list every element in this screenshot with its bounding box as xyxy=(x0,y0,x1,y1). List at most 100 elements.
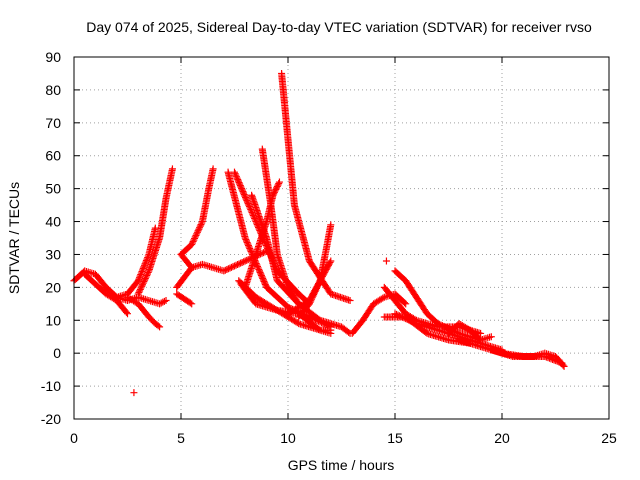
data-point-fill xyxy=(325,287,333,295)
data-point-fill xyxy=(168,167,176,175)
data-point-fill xyxy=(144,268,152,276)
data-point-fill xyxy=(231,170,239,178)
data-point-fill xyxy=(141,276,149,284)
data-point-fill xyxy=(237,183,245,191)
data-point-fill xyxy=(437,321,445,329)
data-point-fill xyxy=(558,360,566,368)
data-point-fill xyxy=(197,221,205,229)
data-point-fill xyxy=(137,271,145,279)
data-point-fill xyxy=(315,315,323,323)
data-point-fill xyxy=(162,196,170,204)
data-point-fill xyxy=(153,321,161,329)
data-point-fill xyxy=(143,310,151,318)
data-point-fill xyxy=(260,249,268,257)
data-point-fill xyxy=(141,275,149,283)
data-point-fill xyxy=(311,288,319,296)
data-point-fill xyxy=(198,219,206,227)
data-point-fill xyxy=(308,294,316,302)
data-point-fill xyxy=(238,186,246,194)
data-point-fill xyxy=(400,313,408,321)
data-point-fill xyxy=(140,278,148,286)
data-point-fill xyxy=(421,307,429,315)
data-point xyxy=(382,257,390,265)
y-tick-label: 10 xyxy=(45,312,61,328)
series-trace-17 xyxy=(258,145,303,308)
series-trace-9 xyxy=(177,165,217,258)
data-point-fill xyxy=(257,270,265,278)
data-point-fill xyxy=(251,252,259,260)
data-point-fill xyxy=(274,181,282,189)
data-point-fill xyxy=(246,244,254,252)
data-point-fill xyxy=(242,194,250,202)
data-point-fill xyxy=(244,200,252,208)
data-point-fill xyxy=(137,269,145,277)
data-point-fill xyxy=(292,318,300,326)
data-point-fill xyxy=(282,301,290,309)
data-point-fill xyxy=(223,265,231,273)
data-point-fill xyxy=(245,201,253,209)
data-point-fill xyxy=(389,294,397,302)
x-tick-label: 20 xyxy=(494,430,510,446)
data-point-fill xyxy=(138,267,146,275)
data-point-fill xyxy=(139,266,147,274)
data-point-fill xyxy=(139,279,147,287)
data-point xyxy=(134,290,142,298)
data-point-fill xyxy=(192,231,200,239)
data-point-fill xyxy=(254,264,262,272)
data-point-fill xyxy=(122,308,130,316)
data-point-fill xyxy=(438,322,446,330)
data-point-fill xyxy=(379,294,387,302)
y-axis-label: SDTVAR / TECUs xyxy=(6,182,22,294)
data-point-fill xyxy=(121,307,129,315)
series-trace-6 xyxy=(130,389,138,397)
axis-ticks xyxy=(73,56,610,420)
data-point-fill xyxy=(246,204,254,212)
data-point-fill xyxy=(232,171,240,179)
data-point-fill xyxy=(149,317,157,325)
data-point-fill xyxy=(159,298,167,306)
data-point-fill xyxy=(420,327,428,335)
y-tick-label: -20 xyxy=(41,411,61,427)
x-tick-label: 0 xyxy=(70,430,78,446)
data-point-fill xyxy=(144,252,152,260)
data-point-fill xyxy=(139,264,147,272)
data-point xyxy=(231,168,238,176)
data-point-fill xyxy=(325,329,333,337)
y-tick-label: 80 xyxy=(45,82,61,98)
data-point-fill xyxy=(232,261,240,269)
data-point-fill xyxy=(244,241,252,249)
data-point-fill xyxy=(144,254,152,262)
data-point-fill xyxy=(140,263,148,271)
data-point-fill xyxy=(138,281,146,289)
series-trace-28 xyxy=(445,320,495,344)
data-point-fill xyxy=(486,333,494,341)
data-point-fill xyxy=(325,260,333,268)
data-point-fill xyxy=(272,306,280,314)
data-point-fill xyxy=(256,268,264,276)
data-point-fill xyxy=(241,232,249,240)
data-point-fill xyxy=(189,238,197,246)
data-point-fill xyxy=(100,281,108,289)
data-points xyxy=(70,69,568,397)
data-point-fill xyxy=(260,277,268,285)
data-point-fill xyxy=(135,288,143,296)
data-point-fill xyxy=(245,203,253,211)
data-point-fill xyxy=(322,246,330,254)
data-point-fill xyxy=(204,186,212,194)
data-point xyxy=(130,389,138,397)
data-point-fill xyxy=(135,274,143,282)
data-point-fill xyxy=(315,325,323,333)
data-point-fill xyxy=(143,255,151,263)
data-point-fill xyxy=(132,279,140,287)
plot-frame xyxy=(73,56,610,420)
data-point-fill xyxy=(196,224,204,232)
data-point-fill xyxy=(234,177,242,185)
data-point-fill xyxy=(243,238,251,246)
series-trace-21 xyxy=(295,310,335,337)
y-tick-label: 40 xyxy=(45,214,61,230)
data-point-fill xyxy=(312,286,320,294)
data-point-fill xyxy=(89,278,97,286)
data-point-fill xyxy=(475,342,483,350)
data-point-fill xyxy=(399,275,407,283)
data-point-fill xyxy=(244,256,252,264)
